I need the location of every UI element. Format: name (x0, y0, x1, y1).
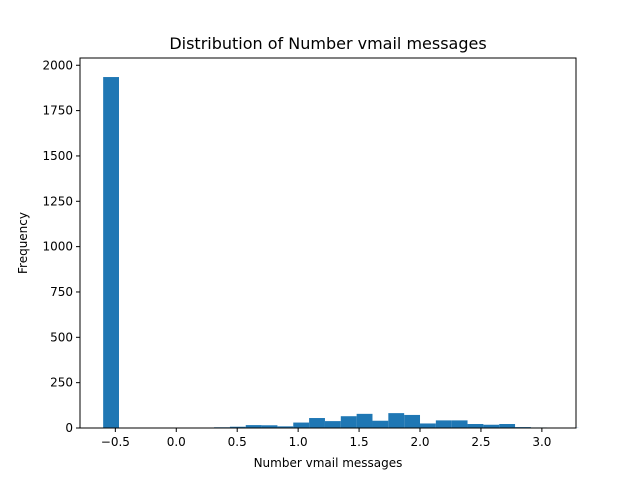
histogram-bar (451, 420, 468, 428)
y-tick-label: 1250 (42, 194, 73, 208)
histogram-bar (388, 413, 405, 428)
y-tick-label: 1750 (42, 104, 73, 118)
histogram-bar (261, 425, 278, 428)
histogram-bar (229, 426, 246, 428)
x-tick-label: −0.5 (101, 435, 130, 449)
x-axis-label: Number vmail messages (254, 456, 403, 470)
histogram-bar (404, 414, 421, 428)
histogram-bar (372, 420, 389, 428)
y-axis-ticks: 0 250 500 750 1000 1250 1500 1750 2000 (42, 58, 80, 435)
histogram-bar (277, 426, 294, 428)
histogram-bar (340, 416, 357, 428)
y-tick-label: 250 (50, 376, 73, 390)
y-tick-label: 750 (50, 285, 73, 299)
histogram-bar (324, 421, 341, 428)
histogram-bar (309, 418, 325, 428)
x-tick-label: 2.5 (471, 435, 490, 449)
x-tick-label: 0.0 (167, 435, 186, 449)
histogram-bar (245, 425, 262, 428)
histogram-bar (103, 77, 119, 428)
y-axis-label: Frequency (16, 212, 30, 274)
x-tick-label: 2.0 (410, 435, 429, 449)
chart-title: Distribution of Number vmail messages (169, 34, 486, 53)
histogram-bar (435, 420, 452, 428)
y-tick-label: 2000 (42, 58, 73, 72)
x-tick-label: 0.5 (228, 435, 247, 449)
x-tick-label: 1.5 (350, 435, 369, 449)
histogram-bar (356, 413, 373, 428)
plot-frame (79, 57, 577, 429)
y-tick-label: 1000 (42, 240, 73, 254)
histogram-bar (293, 422, 310, 428)
histogram-bar (499, 424, 516, 428)
x-axis-ticks: −0.5 0.0 0.5 1.0 1.5 2.0 2.5 3.0 (101, 428, 551, 449)
histogram-bar (483, 424, 500, 428)
x-tick-label: 3.0 (532, 435, 551, 449)
x-tick-label: 1.0 (289, 435, 308, 449)
bars-group (103, 77, 579, 428)
histogram-bar (420, 423, 436, 428)
histogram-bar (467, 424, 484, 428)
y-tick-label: 1500 (42, 149, 73, 163)
y-tick-label: 500 (50, 330, 73, 344)
y-tick-label: 0 (65, 421, 73, 435)
